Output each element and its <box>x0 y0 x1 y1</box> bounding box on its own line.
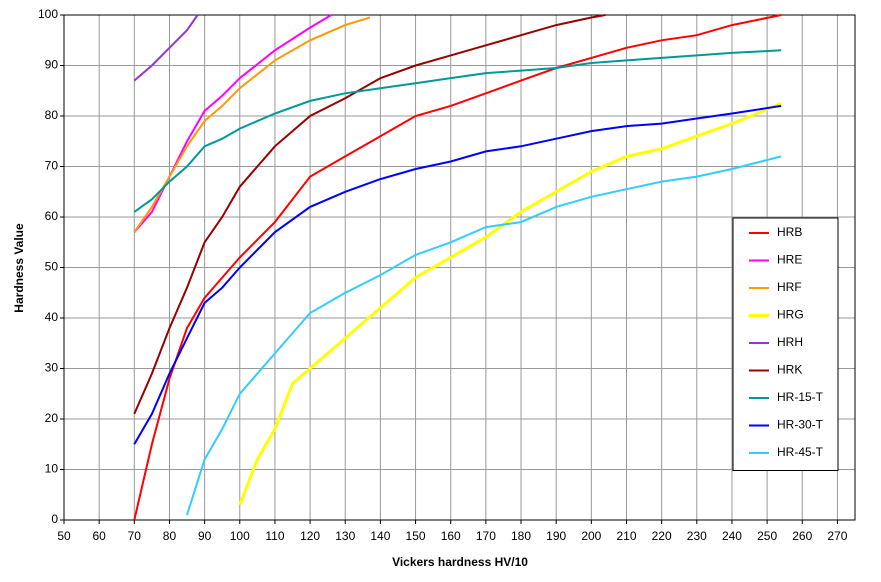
legend-label: HRB <box>777 225 802 239</box>
x-tick-label: 170 <box>476 529 496 543</box>
y-tick-label: 20 <box>45 411 59 425</box>
y-tick-label: 40 <box>45 310 59 324</box>
legend-label: HRF <box>777 280 802 294</box>
x-tick-label: 210 <box>616 529 636 543</box>
y-tick-label: 100 <box>38 7 58 21</box>
x-tick-label: 240 <box>722 529 742 543</box>
x-tick-label: 50 <box>57 529 71 543</box>
series-line <box>133 14 606 415</box>
x-tick-label: 190 <box>546 529 566 543</box>
legend-label: HRH <box>777 335 803 349</box>
x-tick-label: 140 <box>370 529 390 543</box>
x-tick-label: 180 <box>511 529 531 543</box>
y-tick-label: 60 <box>45 209 59 223</box>
x-tick-label: 90 <box>198 529 212 543</box>
x-tick-label: 150 <box>406 529 426 543</box>
x-tick-label: 60 <box>92 529 106 543</box>
x-tick-label: 70 <box>128 529 142 543</box>
y-tick-label: 10 <box>45 462 59 476</box>
series-line <box>133 104 782 445</box>
y-tick-label: 30 <box>45 361 59 375</box>
x-tick-label: 250 <box>757 529 777 543</box>
x-tick-label: 260 <box>792 529 812 543</box>
y-axis-label: Hardness Value <box>12 223 26 313</box>
series-line <box>186 155 782 516</box>
x-tick-label: 120 <box>300 529 320 543</box>
x-tick-label: 220 <box>652 529 672 543</box>
legend-label: HRG <box>777 308 804 322</box>
legend-label: HR-45-T <box>777 445 824 459</box>
y-tick-label: 80 <box>45 108 59 122</box>
plot-border <box>63 14 856 521</box>
legend-label: HR-30-T <box>777 418 824 432</box>
series-line <box>133 14 199 82</box>
series-line <box>238 102 782 506</box>
y-tick-label: 50 <box>45 260 59 274</box>
x-tick-label: 110 <box>265 529 284 543</box>
y-tick-label: 70 <box>45 159 59 173</box>
x-tick-label: 200 <box>581 529 601 543</box>
legend-label: HRE <box>777 253 802 267</box>
legend-label: HRK <box>777 363 802 377</box>
x-tick-label: 160 <box>441 529 461 543</box>
legend-label: HR-15-T <box>777 390 824 404</box>
y-tick-label: 0 <box>51 512 58 526</box>
x-tick-label: 130 <box>335 529 355 543</box>
x-axis-label: Vickers hardness HV/10 <box>392 555 528 569</box>
x-tick-label: 230 <box>687 529 707 543</box>
x-tick-label: 270 <box>827 529 847 543</box>
x-tick-label: 100 <box>230 529 250 543</box>
series-line <box>133 14 332 233</box>
series-line <box>133 14 782 521</box>
legend: HRB HRE HRF HRG HRH HRK HR-15-T HR-30-T HR-45-T <box>732 217 839 471</box>
series-line <box>133 49 782 213</box>
y-tick-label: 90 <box>45 58 59 72</box>
x-tick-label: 80 <box>163 529 177 543</box>
